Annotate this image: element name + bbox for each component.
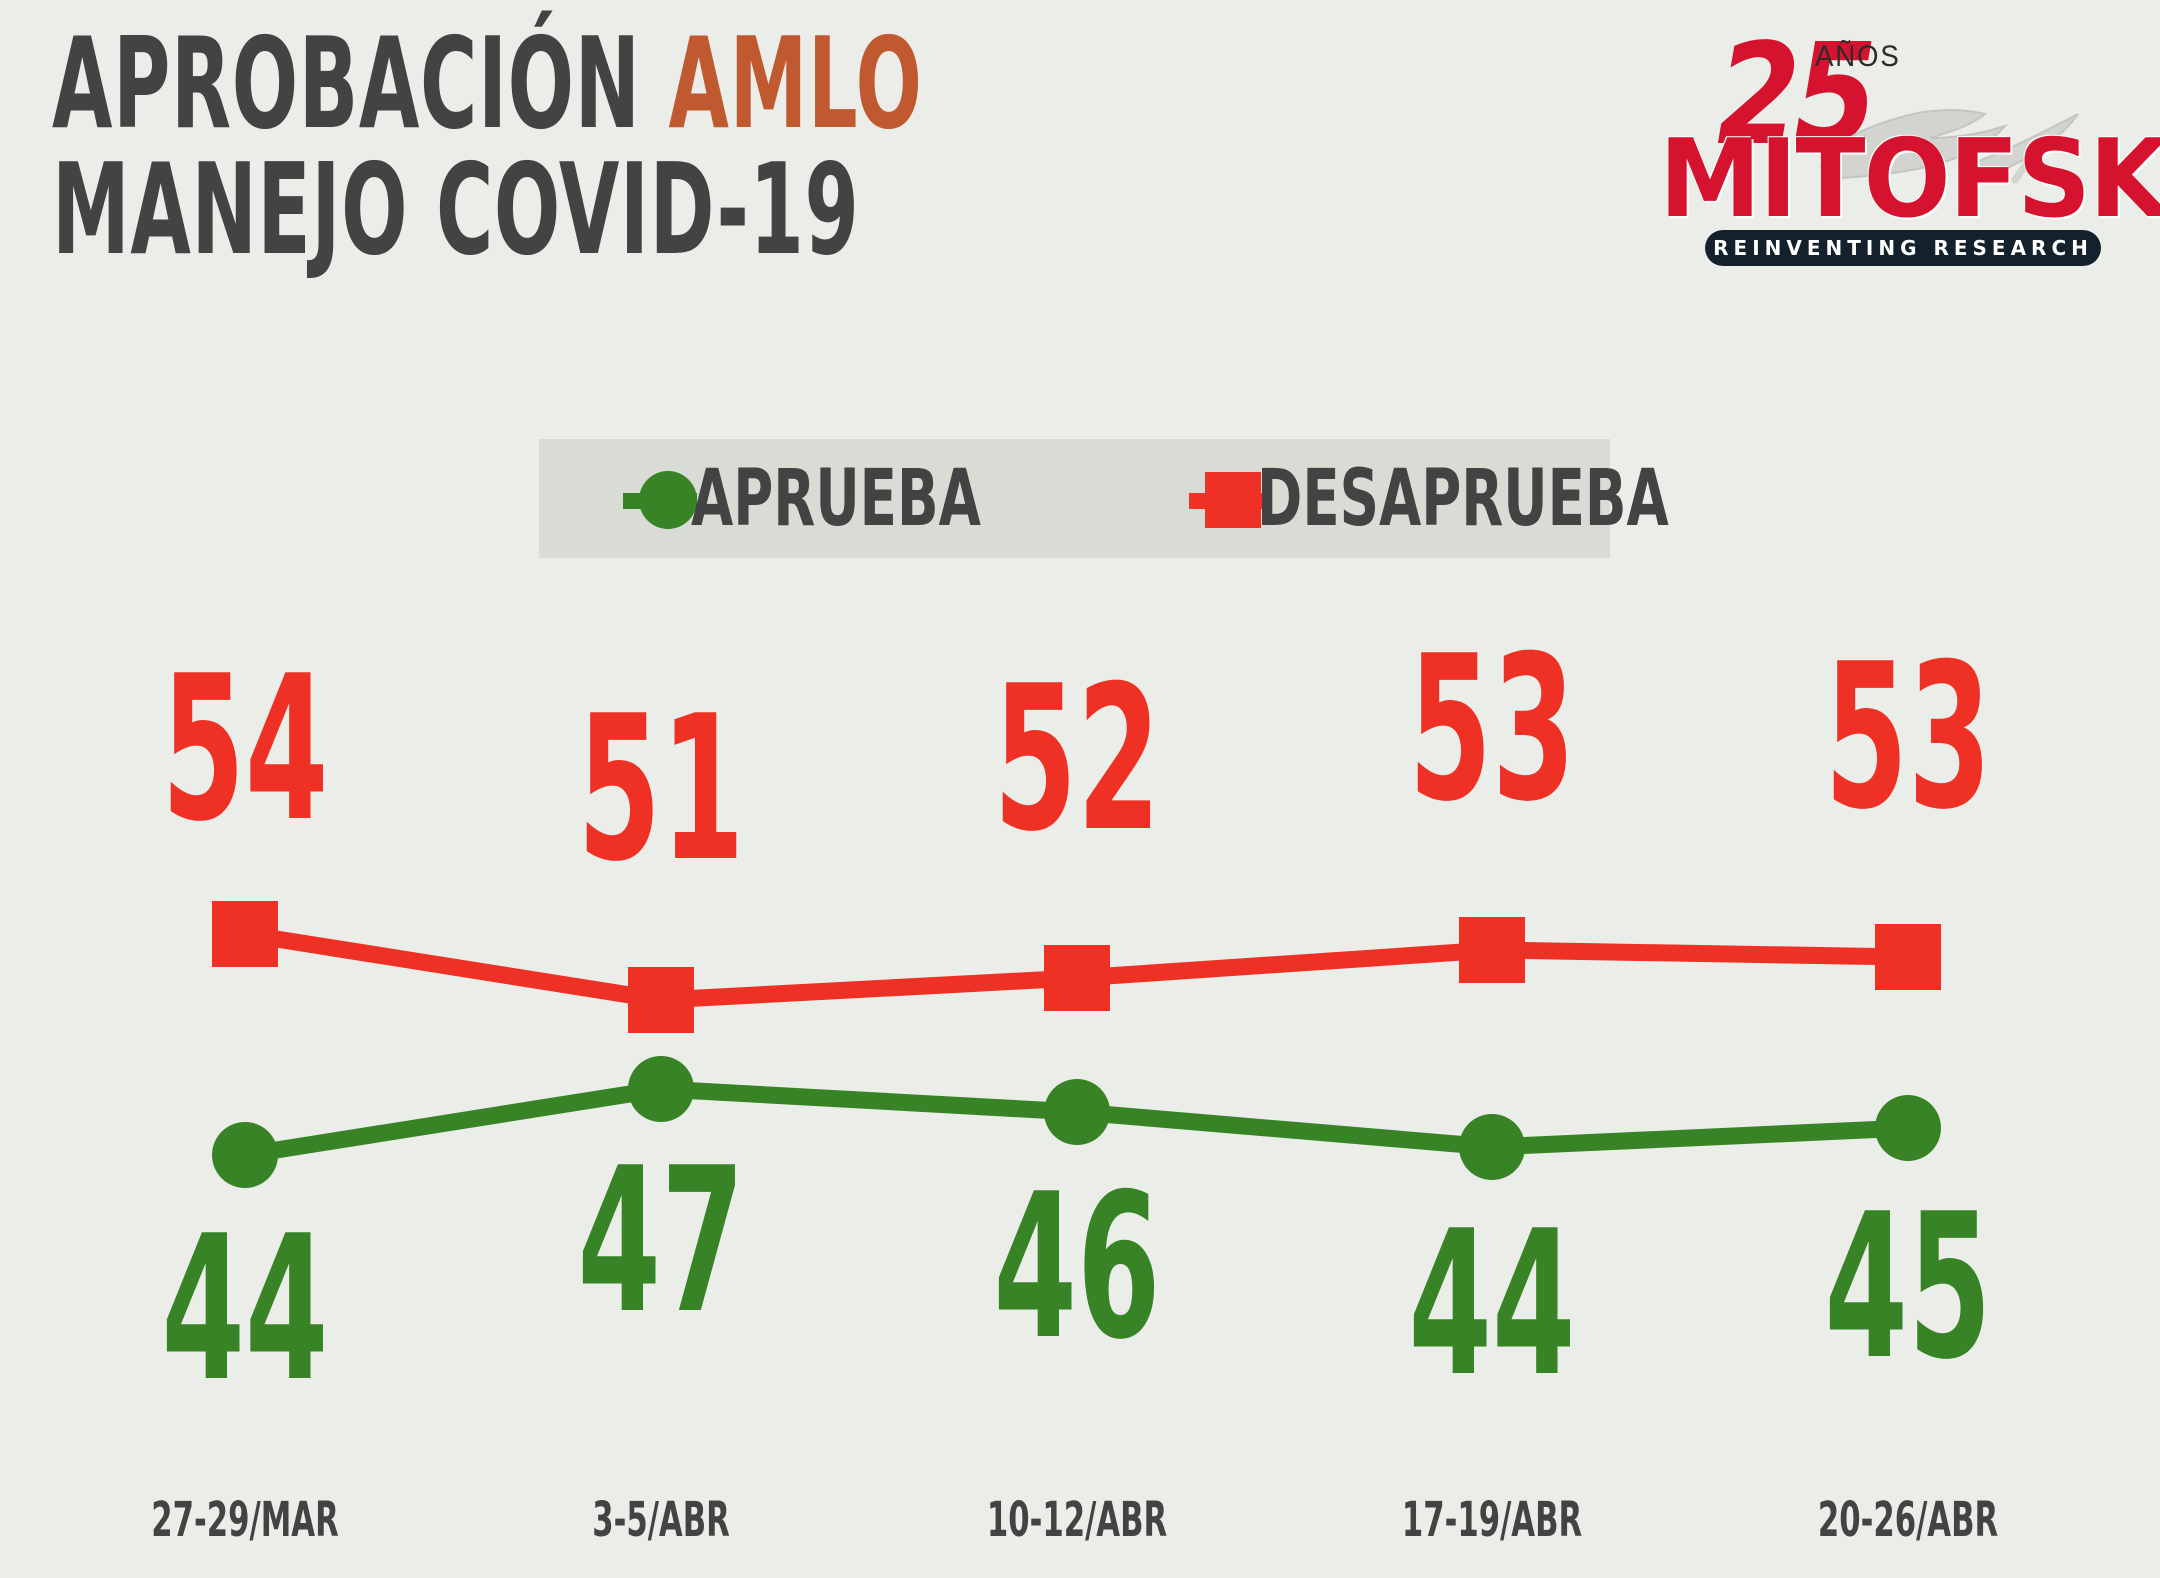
logo-swoosh-icon <box>1818 109 2079 184</box>
mitofsky-logo: 25 AÑOS MITOFSKY REINVENTING RESEARCH <box>1655 18 2160 270</box>
data-point-desaprueba-2 <box>1044 945 1110 1011</box>
data-point-desaprueba-1 <box>628 967 694 1033</box>
x-axis-label-0: 27-29/MAR <box>151 1492 339 1548</box>
x-axis-label-1: 3-5/ABR <box>592 1492 730 1548</box>
data-point-aprueba-4 <box>1875 1095 1941 1161</box>
square-marker-icon <box>1189 469 1264 529</box>
data-point-aprueba-1 <box>628 1056 694 1122</box>
data-point-aprueba-3 <box>1459 1114 1525 1180</box>
data-point-aprueba-0 <box>212 1122 278 1188</box>
legend-item-desaprueba: DESAPRUEBA <box>1189 460 1845 538</box>
value-label-aprueba-1: 47 <box>577 1125 745 1358</box>
series-line-desaprueba <box>243 925 1909 1009</box>
logo-brand-text: MITOFSKY <box>1659 117 2160 242</box>
series-line-aprueba <box>243 1080 1909 1164</box>
value-label-desaprueba-1: 51 <box>577 673 745 906</box>
value-label-desaprueba-4: 53 <box>1824 621 1992 854</box>
title-accent-text: AMLO <box>668 10 923 157</box>
data-point-desaprueba-4 <box>1875 924 1941 990</box>
data-point-aprueba-2 <box>1044 1079 1110 1145</box>
logo-anniversary-word: AÑOS <box>1815 40 1901 73</box>
value-label-desaprueba-0: 54 <box>161 633 329 866</box>
circle-marker-icon <box>623 469 697 529</box>
x-axis-label-3: 17-19/ABR <box>1401 1492 1583 1548</box>
x-axis-label-4: 20-26/ABR <box>1817 1492 1999 1548</box>
title-main-text: APROBACIÓN <box>52 10 641 157</box>
value-label-aprueba-4: 45 <box>1824 1171 1992 1404</box>
title-line-1: APROBACIÓN AMLO <box>52 21 982 147</box>
logo-tagline-pill: REINVENTING RESEARCH <box>1705 230 2101 266</box>
value-label-desaprueba-3: 53 <box>1408 613 1576 846</box>
value-label-aprueba-2: 46 <box>993 1151 1161 1384</box>
chart-legend: APRUEBA DESAPRUEBA <box>539 439 1669 558</box>
data-point-desaprueba-3 <box>1459 917 1525 983</box>
page-title: APROBACIÓN AMLO MANEJO COVID-19 <box>52 21 1552 283</box>
data-point-desaprueba-0 <box>212 901 278 967</box>
value-label-aprueba-0: 44 <box>161 1193 329 1426</box>
logo-tagline-text: REINVENTING RESEARCH <box>1713 236 2093 260</box>
legend-item-aprueba: APRUEBA <box>623 460 1105 538</box>
legend-label-desaprueba: DESAPRUEBA <box>1257 453 1669 544</box>
title-line-2: MANEJO COVID-19 <box>52 136 860 283</box>
value-label-desaprueba-2: 52 <box>993 643 1161 876</box>
legend-dot-green <box>639 470 697 529</box>
legend-square-red <box>1205 471 1262 528</box>
value-label-aprueba-3: 44 <box>1408 1188 1576 1421</box>
x-axis-label-2: 10-12/ABR <box>986 1492 1168 1548</box>
legend-label-aprueba: APRUEBA <box>691 453 981 544</box>
